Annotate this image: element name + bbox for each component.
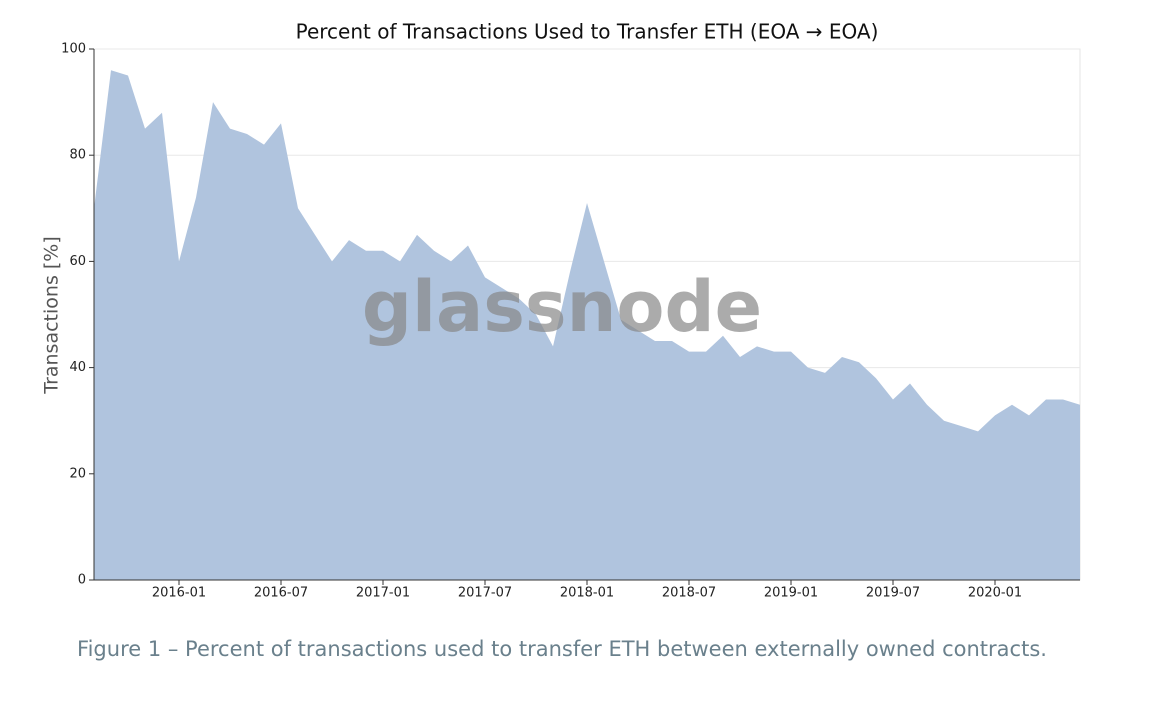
x-tick-label: 2020-01	[968, 586, 1022, 601]
x-tick-label: 2019-07	[866, 586, 920, 601]
watermark: glassnode	[362, 266, 762, 348]
area	[94, 70, 1080, 581]
y-axis-label: Transactions [%]	[41, 236, 63, 395]
y-tick-label: 20	[69, 466, 86, 481]
x-tick-label: 2018-07	[662, 586, 716, 601]
y-tick-label: 100	[61, 42, 86, 57]
x-tick-label: 2017-07	[458, 586, 512, 601]
y-tick-label: 0	[78, 573, 86, 588]
y-tick-label: 80	[69, 148, 86, 163]
x-tick-label: 2019-01	[764, 586, 818, 601]
caption: Figure 1 – Percent of transactions used …	[77, 637, 1047, 661]
x-tick-label: 2016-07	[254, 586, 308, 601]
x-tick-label: 2017-01	[356, 586, 410, 601]
x-tick-label: 2016-01	[152, 586, 206, 601]
y-tick-label: 40	[69, 360, 86, 375]
x-tick-label: 2018-01	[560, 586, 614, 601]
chart-title: Percent of Transactions Used to Transfer…	[296, 20, 879, 44]
y-tick-label: 60	[69, 254, 86, 269]
